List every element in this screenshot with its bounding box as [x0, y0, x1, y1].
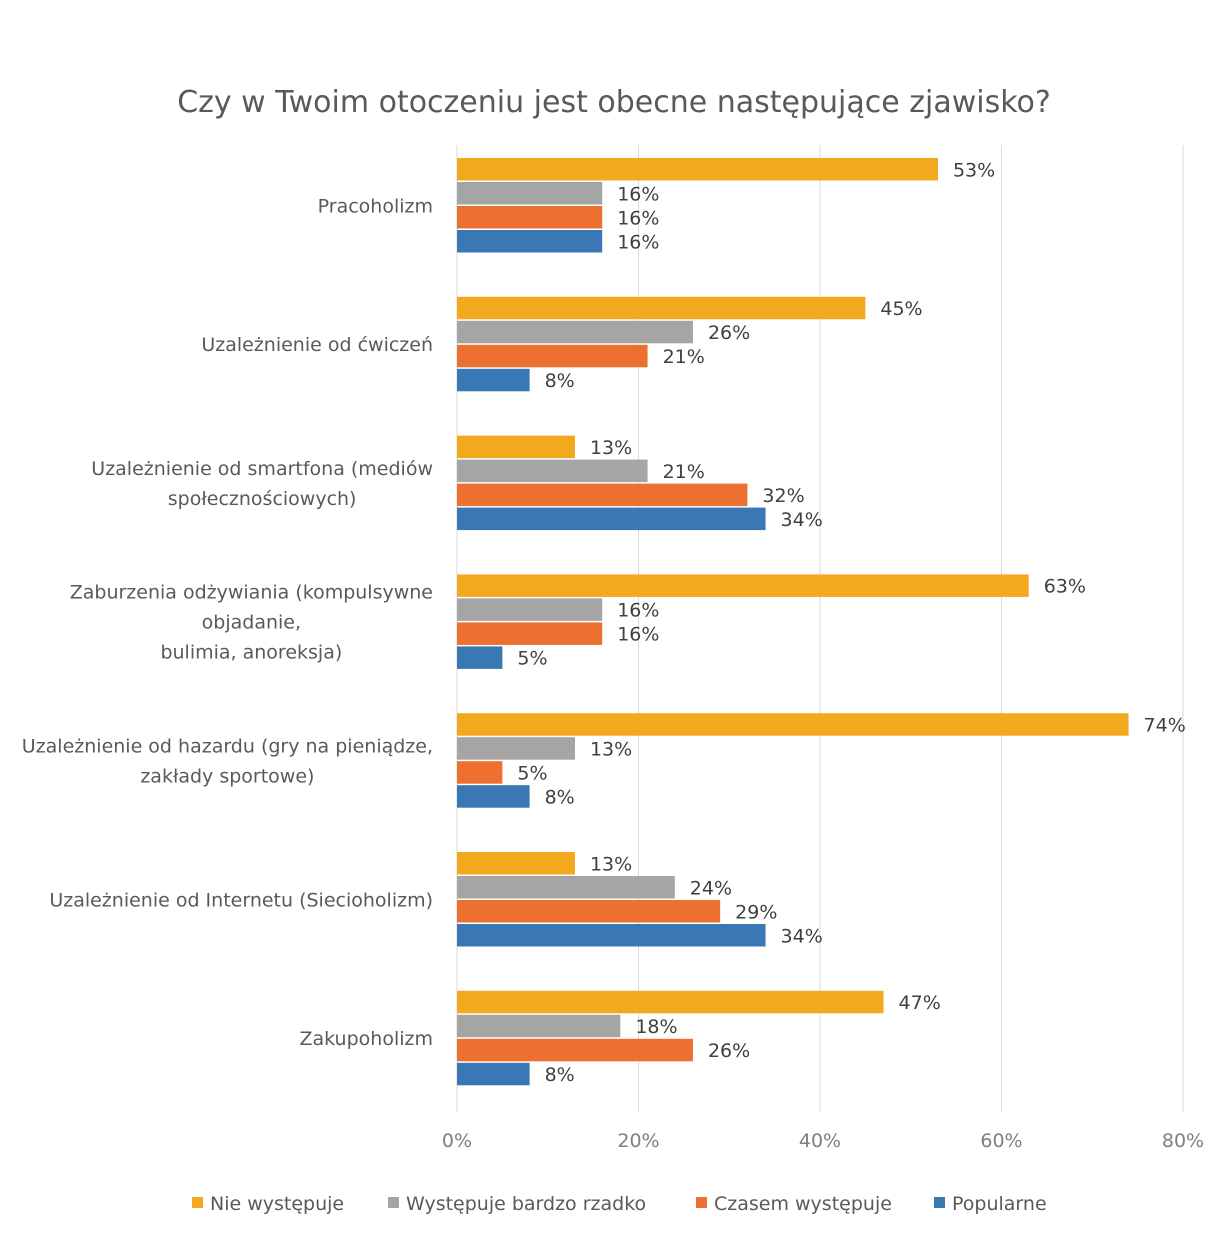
bar	[457, 1062, 530, 1086]
data-label: 47%	[899, 992, 941, 1014]
data-label: 21%	[663, 346, 705, 368]
data-label: 13%	[590, 437, 632, 459]
data-label: 45%	[880, 298, 922, 320]
data-label: 16%	[617, 600, 659, 622]
data-label: 13%	[590, 738, 632, 760]
bar	[457, 876, 675, 899]
category-label-line: bulimia, anoreksja)	[160, 642, 342, 664]
bar	[457, 737, 575, 760]
data-label: 8%	[545, 1064, 575, 1086]
bar	[457, 182, 603, 205]
data-labels: 53%16%16%16%45%26%21%8%13%21%32%34%63%16…	[517, 159, 1185, 1086]
x-tick-label: 20%	[617, 1130, 659, 1152]
legend-swatch	[696, 1197, 707, 1208]
category-label-line: objadanie,	[202, 612, 301, 634]
bar	[457, 990, 884, 1014]
bar	[457, 206, 603, 229]
data-label: 34%	[781, 509, 823, 531]
bar	[457, 435, 575, 459]
category-label: Uzależnienie od ćwiczeń	[201, 334, 433, 356]
bar	[457, 296, 866, 320]
bar	[457, 924, 766, 947]
data-label: 16%	[617, 207, 659, 229]
bar	[457, 507, 766, 531]
category-label: Uzależnienie od hazardu (gry na pieniądz…	[22, 735, 433, 787]
bar	[457, 158, 938, 181]
category-label: Uzależnienie od smartfona (mediów społecz…	[91, 458, 433, 510]
data-label: 26%	[708, 322, 750, 344]
data-label: 29%	[735, 901, 777, 923]
bar	[457, 852, 575, 875]
data-label: 16%	[617, 231, 659, 253]
bar	[457, 713, 1129, 736]
bar	[457, 230, 603, 253]
category-label: Zakupoholizm	[299, 1028, 433, 1050]
category-label-line: Uzależnienie od smartfona (mediów	[91, 458, 433, 480]
data-label: 63%	[1044, 576, 1086, 598]
bar	[457, 785, 530, 808]
category-label-line: Zakupoholizm	[299, 1028, 433, 1050]
bar	[457, 344, 648, 368]
bar	[457, 320, 693, 344]
bar	[457, 1038, 693, 1062]
x-tick-label: 0%	[442, 1130, 472, 1152]
data-label: 13%	[590, 853, 632, 875]
x-tick-label: 40%	[799, 1130, 841, 1152]
legend-swatch	[388, 1197, 399, 1208]
bar	[457, 368, 530, 392]
category-label-line: Pracoholizm	[318, 195, 433, 217]
category-label-line: społecznościowych)	[168, 488, 357, 510]
category-label-line: Uzależnienie od ćwiczeń	[201, 334, 433, 356]
x-axis-ticks: 0% 20% 40% 60% 80%	[442, 1130, 1204, 1152]
bar	[457, 900, 721, 923]
category-labels: Pracoholizm Uzależnienie od ćwiczeń Uzależ…	[22, 195, 433, 1050]
legend: Nie występuje Występuje bardzo rzadko Czas…	[192, 1193, 1047, 1215]
data-label: 16%	[617, 624, 659, 646]
legend-swatch	[192, 1197, 203, 1208]
legend-label: Czasem występuje	[714, 1193, 892, 1215]
data-label: 18%	[635, 1016, 677, 1038]
category-label-line: zakłady sportowe)	[140, 765, 314, 787]
legend-swatch	[934, 1197, 945, 1208]
data-label: 34%	[781, 925, 823, 947]
data-label: 16%	[617, 183, 659, 205]
category-label: Zaburzenia odżywiania (kompulsywne objada…	[70, 582, 433, 664]
data-label: 5%	[517, 648, 547, 670]
category-label-line: Uzależnienie od hazardu (gry na pieniądz…	[22, 735, 433, 757]
legend-label: Występuje bardzo rzadko	[406, 1193, 646, 1215]
data-label: 74%	[1144, 714, 1186, 736]
data-label: 53%	[953, 159, 995, 181]
x-tick-label: 80%	[1162, 1130, 1204, 1152]
category-label-line: Uzależnienie od Internetu (Siecioholizm)	[49, 889, 433, 911]
legend-label: Nie występuje	[210, 1193, 344, 1215]
bar	[457, 483, 748, 507]
category-label: Pracoholizm	[318, 195, 433, 217]
data-label: 32%	[762, 485, 804, 507]
data-label: 26%	[708, 1040, 750, 1062]
data-label: 24%	[690, 877, 732, 899]
category-label: Uzależnienie od Internetu (Siecioholizm)	[49, 889, 433, 911]
data-label: 8%	[545, 370, 575, 392]
legend-label: Popularne	[952, 1193, 1047, 1215]
category-label-line: Zaburzenia odżywiania (kompulsywne	[70, 582, 433, 604]
bar	[457, 622, 603, 645]
bar	[457, 598, 603, 621]
data-label: 8%	[545, 786, 575, 808]
bars	[457, 158, 1129, 1086]
data-label: 21%	[663, 461, 705, 483]
chart-title: Czy w Twoim otoczeniu jest obecne następ…	[177, 85, 1051, 120]
bar	[457, 646, 503, 669]
bar	[457, 459, 648, 483]
data-label: 5%	[517, 762, 547, 784]
bar	[457, 574, 1029, 597]
x-tick-label: 60%	[980, 1130, 1022, 1152]
bar	[457, 761, 503, 784]
bar	[457, 1014, 621, 1038]
